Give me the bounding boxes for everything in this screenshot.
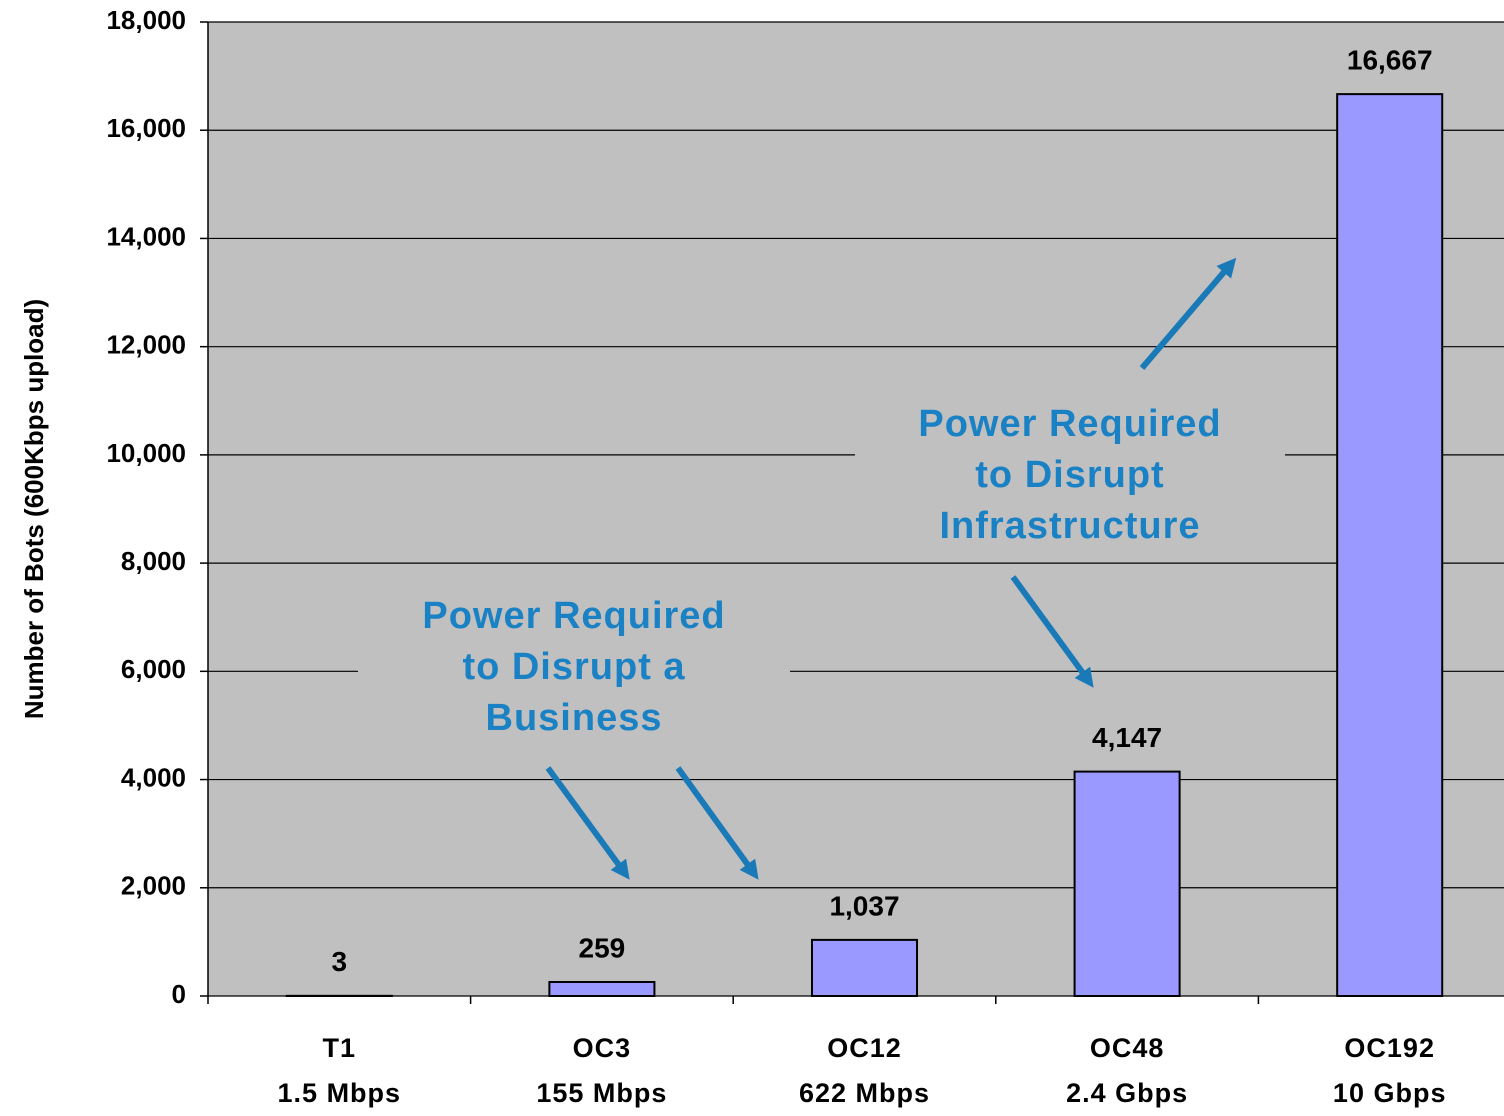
- x-tick-label: 155 Mbps: [536, 1078, 667, 1108]
- y-tick-label: 10,000: [106, 438, 186, 468]
- y-tick-label: 16,000: [106, 113, 186, 143]
- annotation: Power Required: [918, 403, 1221, 445]
- arrow: [545, 766, 630, 880]
- x-tick-label: 622 Mbps: [799, 1078, 930, 1108]
- annotation: Infrastructure: [939, 505, 1200, 547]
- y-tick-label: 2,000: [121, 871, 186, 901]
- x-tick-label: OC192: [1344, 1033, 1435, 1063]
- data-label: 16,667: [1347, 45, 1433, 76]
- y-tick-label: 0: [172, 979, 186, 1009]
- y-tick-label: 8,000: [121, 546, 186, 576]
- y-tick-label: 18,000: [106, 5, 186, 35]
- y-tick-label: 4,000: [121, 762, 186, 792]
- y-tick-label: 14,000: [106, 221, 186, 251]
- bar: [810, 938, 919, 998]
- x-tick-label: 2.4 Gbps: [1066, 1078, 1188, 1108]
- arrow: [1010, 575, 1094, 688]
- data-label: 3: [332, 946, 348, 977]
- data-label: 259: [579, 932, 626, 963]
- x-tick-label: OC48: [1090, 1033, 1165, 1063]
- x-tick-label: T1: [323, 1033, 357, 1063]
- x-tick-label: OC3: [573, 1033, 632, 1063]
- bar: [548, 980, 656, 998]
- annotation: to Disrupt: [975, 454, 1164, 496]
- x-tick-label: OC12: [827, 1033, 902, 1063]
- arrow: [675, 766, 759, 880]
- x-tick-label: 1.5 Mbps: [278, 1078, 402, 1108]
- annotation: Business: [486, 697, 663, 739]
- annotation: Power Required: [422, 595, 725, 637]
- x-tick-label: 10 Gbps: [1333, 1078, 1447, 1108]
- arrow: [1139, 257, 1237, 370]
- annotation-background: [358, 592, 790, 744]
- y-axis-label: Number of Bots (600Kbps upload): [19, 299, 49, 719]
- bar: [1336, 93, 1444, 997]
- annotation: to Disrupt a: [462, 646, 685, 688]
- y-tick-label: 12,000: [106, 330, 186, 360]
- data-label: 4,147: [1092, 722, 1162, 753]
- y-tick-label: 6,000: [121, 654, 186, 684]
- bar: [1073, 770, 1181, 997]
- data-label: 1,037: [829, 890, 899, 921]
- annotation-background: [855, 398, 1285, 554]
